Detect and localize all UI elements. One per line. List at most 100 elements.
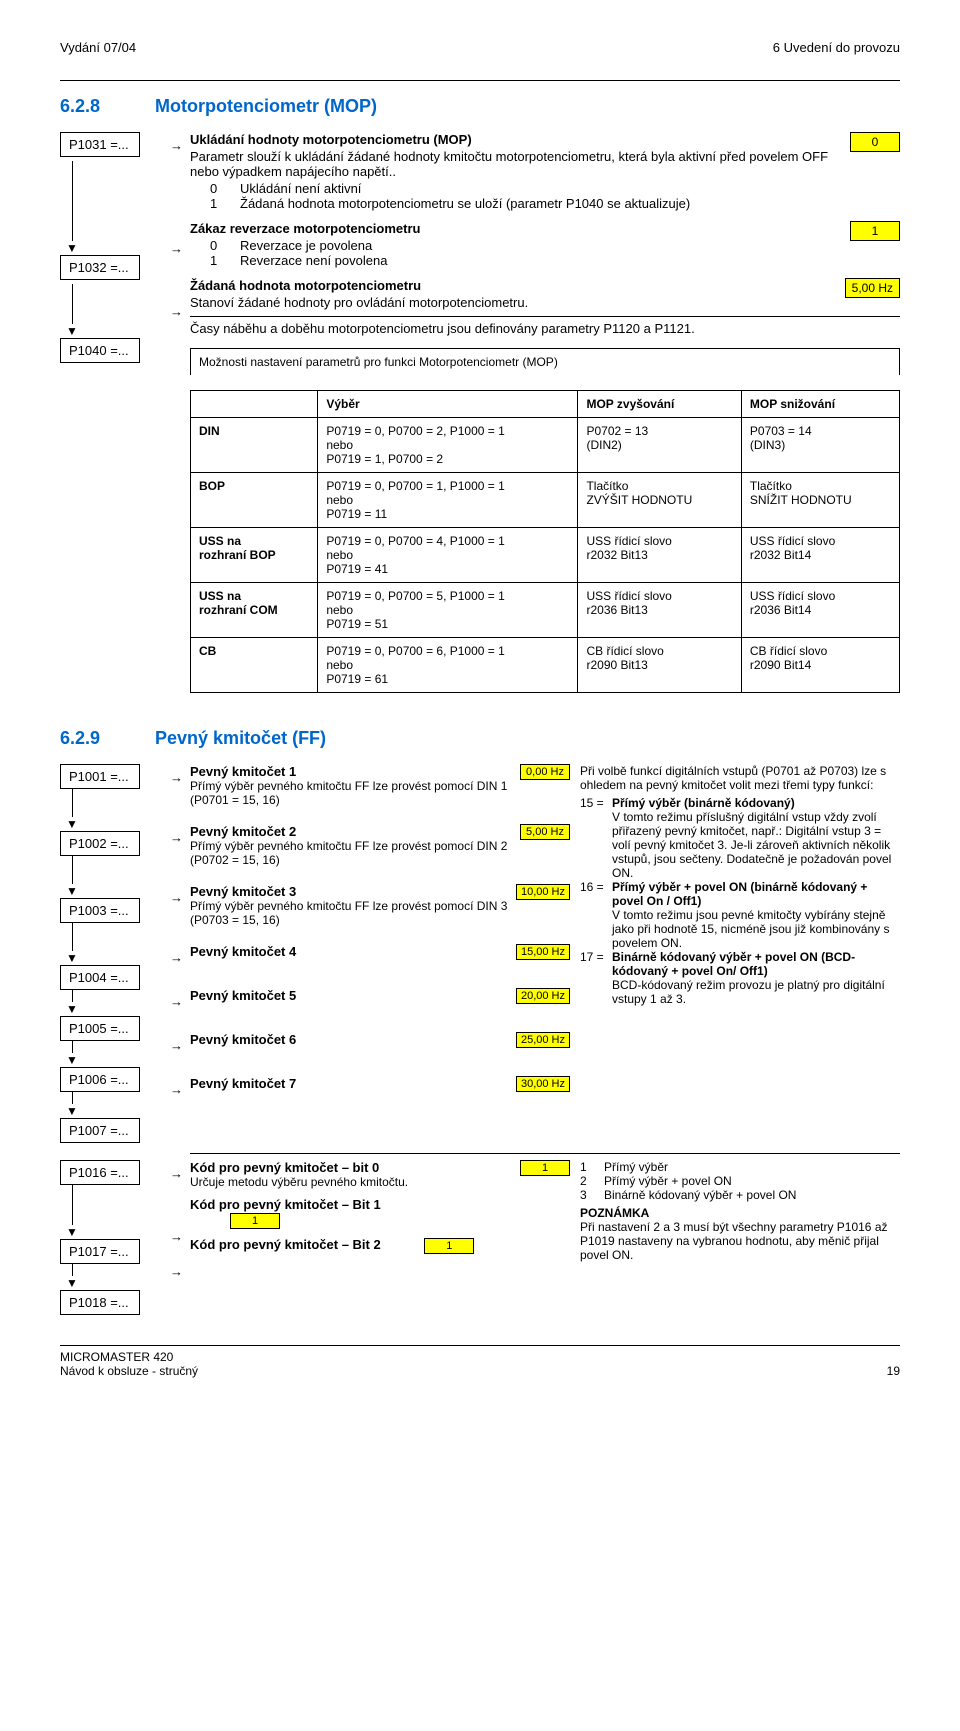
- opt-text: Reverzace je povolena: [240, 238, 372, 253]
- opt-num: 0: [210, 238, 240, 253]
- table-header: MOP zvyšování: [578, 391, 741, 418]
- table-cell: USS na rozhraní BOP: [191, 528, 318, 583]
- p1016-right: 1Přímý výběr 2Přímý výběr + povel ON 3Bi…: [570, 1160, 900, 1315]
- header-rule: [60, 80, 900, 81]
- arrow-right-icon: →: [170, 1038, 190, 1053]
- ff-content: 5,00 HzPevný kmitočet 2Přímý výběr pevné…: [190, 824, 570, 884]
- arrow-right-icon: →: [170, 994, 190, 1009]
- p1040-box: P1040 =...: [60, 338, 140, 363]
- ff-default: 10,00 Hz: [516, 884, 570, 900]
- ff-desc: Přímý výběr pevného kmitočtu FF lze prov…: [190, 899, 570, 927]
- table-header: MOP snižování: [741, 391, 899, 418]
- p1040-content: 5,00 Hz Žádaná hodnota motorpotenciometr…: [190, 278, 900, 336]
- p1016-content: 1 Kód pro pevný kmitočet – bit 0 Určuje …: [190, 1160, 570, 1189]
- list-text: Přímý výběr: [604, 1160, 668, 1174]
- connector-line: [72, 1264, 170, 1276]
- list-text: Binárně kódovaný výběr + povel ON: [604, 1188, 796, 1202]
- ff-desc: Přímý výběr pevného kmitočtu FF lze prov…: [190, 839, 570, 867]
- section-629-num: 6.2.9: [60, 728, 150, 749]
- p1040-note: Časy náběhu a doběhu motorpotenciometru …: [190, 316, 900, 336]
- p1018-content: Kód pro pevný kmitočet – Bit 2 1: [190, 1237, 570, 1254]
- p1017-box: P1017 =...: [60, 1239, 140, 1264]
- arrow-right-icon: →: [170, 770, 190, 785]
- table-cell: P0719 = 0, P0700 = 2, P1000 = 1 nebo P07…: [318, 418, 578, 473]
- connector-line: [72, 284, 170, 324]
- ff-label: Pevný kmitočet 4: [190, 944, 296, 959]
- table-cell: BOP: [191, 473, 318, 528]
- arrow-right-icon: →: [170, 1166, 190, 1181]
- p1031-desc: Parametr slouží k ukládání žádané hodnot…: [190, 149, 900, 179]
- arrow-down-icon: ▼: [66, 241, 170, 255]
- opt-text: Žádaná hodnota motorpotenciometru se ulo…: [240, 196, 690, 211]
- ff-default: 15,00 Hz: [516, 944, 570, 960]
- table-cell: P0719 = 0, P0700 = 1, P1000 = 1 nebo P07…: [318, 473, 578, 528]
- table-cell: P0702 = 13 (DIN2): [578, 418, 741, 473]
- p1032-default: 1: [850, 221, 900, 241]
- list-num: 1: [580, 1160, 604, 1174]
- p1016-box: P1016 =...: [60, 1160, 140, 1185]
- page-footer: MICROMASTER 420 Návod k obsluze - stručn…: [60, 1345, 900, 1378]
- connector-line: [72, 1185, 170, 1225]
- table-header: [191, 391, 318, 418]
- p1018-default: 1: [424, 1238, 474, 1254]
- ff-label: Pevný kmitočet 3: [190, 884, 296, 899]
- connector-line: [72, 789, 170, 817]
- connector-line: [72, 990, 170, 1002]
- arrow-right-icon: →: [170, 304, 190, 319]
- p1032-title: Zákaz reverzace motorpotenciometru: [190, 221, 900, 236]
- ff-param-box: P1005 =...: [60, 1016, 140, 1041]
- p1017-title: Kód pro pevný kmitočet – Bit 1: [190, 1197, 570, 1212]
- ff-default: 5,00 Hz: [520, 824, 570, 840]
- table-row: DINP0719 = 0, P0700 = 2, P1000 = 1 nebo …: [191, 418, 900, 473]
- opt16-title: Přímý výběr + povel ON (binárně kódovaný…: [612, 880, 900, 908]
- p1031-default: 0: [850, 132, 900, 152]
- footer-doc: Návod k obsluze - stručný: [60, 1364, 198, 1378]
- opt17-num: 17 =: [580, 950, 612, 978]
- arrow-down-icon: ▼: [66, 324, 170, 338]
- section-629-title: 6.2.9 Pevný kmitočet (FF): [60, 728, 900, 749]
- opt17-desc: BCD-kódovaný režim provozu je platný pro…: [612, 978, 900, 1006]
- ff-content: 30,00 HzPevný kmitočet 7: [190, 1076, 570, 1120]
- table-cell: USS řídicí slovo r2036 Bit14: [741, 583, 899, 638]
- table-row: USS na rozhraní BOPP0719 = 0, P0700 = 4,…: [191, 528, 900, 583]
- p1031-options: 0Ukládání není aktivní 1Žádaná hodnota m…: [210, 181, 900, 211]
- table-cell: P0719 = 0, P0700 = 5, P1000 = 1 nebo P07…: [318, 583, 578, 638]
- table-header: Výběr: [318, 391, 578, 418]
- arrow-down-icon: ▼: [66, 1104, 170, 1118]
- table-cell: P0719 = 0, P0700 = 4, P1000 = 1 nebo P07…: [318, 528, 578, 583]
- p1040-title: Žádaná hodnota motorpotenciometru: [190, 278, 900, 293]
- header-right: 6 Uvedení do provozu: [773, 40, 900, 55]
- arrow-down-icon: ▼: [66, 884, 170, 898]
- opt-num: 1: [210, 196, 240, 211]
- opt-text: Ukládání není aktivní: [240, 181, 361, 196]
- p1040-default: 5,00 Hz: [845, 278, 900, 298]
- p1016-default: 1: [520, 1160, 570, 1176]
- arrow-right-icon: →: [170, 1264, 190, 1279]
- table-row: USS na rozhraní COMP0719 = 0, P0700 = 5,…: [191, 583, 900, 638]
- section-628-title: 6.2.8 Motorpotenciometr (MOP): [60, 96, 900, 117]
- p1018-box: P1018 =...: [60, 1290, 140, 1315]
- arrow-right-icon: →: [170, 1229, 190, 1244]
- p1032-options: 0Reverzace je povolena 1Reverzace není p…: [210, 238, 900, 268]
- ff-param-box: P1007 =...: [60, 1118, 140, 1143]
- ff-desc: Přímý výběr pevného kmitočtu FF lze prov…: [190, 779, 570, 807]
- connector-line: [72, 1092, 170, 1104]
- table-cell: USS na rozhraní COM: [191, 583, 318, 638]
- connector-line: [72, 161, 170, 241]
- ff-content: 10,00 Hz Pevný kmitočet 3Přímý výběr pevn…: [190, 884, 570, 944]
- ff-param-box: P1004 =...: [60, 965, 140, 990]
- ff-label: Pevný kmitočet 5: [190, 988, 296, 1003]
- arrow-right-icon: →: [170, 138, 190, 153]
- opt-text: Reverzace není povolena: [240, 253, 387, 268]
- ff-default: 25,00 Hz: [516, 1032, 570, 1048]
- ff-param-box: P1002 =...: [60, 831, 140, 856]
- arrow-down-icon: ▼: [66, 951, 170, 965]
- ff-param-box: P1006 =...: [60, 1067, 140, 1092]
- ff-label: Pevný kmitočet 6: [190, 1032, 296, 1047]
- section-629-name: Pevný kmitočet (FF): [155, 728, 326, 748]
- table-row: CBP0719 = 0, P0700 = 6, P1000 = 1 nebo P…: [191, 638, 900, 693]
- table-cell: CB řídicí slovo r2090 Bit14: [741, 638, 899, 693]
- arrow-down-icon: ▼: [66, 1276, 170, 1290]
- table-cell: DIN: [191, 418, 318, 473]
- header-left: Vydání 07/04: [60, 40, 136, 55]
